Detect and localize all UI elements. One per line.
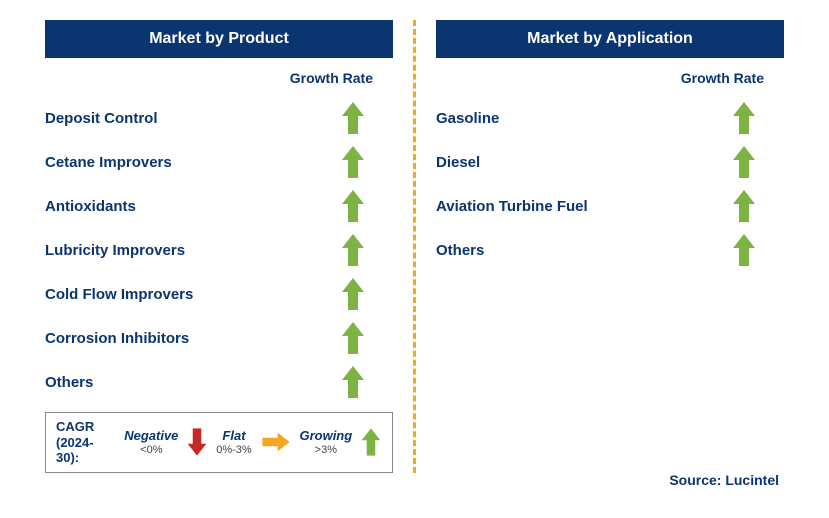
list-item: Antioxidants: [45, 184, 393, 228]
arrow-up-icon: [733, 190, 755, 222]
arrow-up-icon: [342, 322, 364, 354]
item-label: Antioxidants: [45, 198, 313, 215]
legend-flat-label: Flat: [222, 428, 245, 444]
arrow-up-icon: [362, 429, 381, 456]
arrow-up-icon: [733, 102, 755, 134]
arrow-up-icon: [733, 146, 755, 178]
arrow-right-icon: [262, 433, 289, 452]
legend-title-l1: CAGR: [56, 419, 94, 434]
arrow-up-icon: [342, 366, 364, 398]
arrow-up-icon: [342, 278, 364, 310]
growth-indicator: [313, 278, 393, 310]
arrow-down-icon: [188, 429, 207, 456]
left-growth-label: Growth Rate: [45, 70, 393, 86]
legend-title: CAGR (2024-30):: [56, 419, 116, 466]
growth-indicator: [313, 366, 393, 398]
item-label: Cetane Improvers: [45, 154, 313, 171]
arrow-up-icon: [342, 102, 364, 134]
list-item: Others: [436, 228, 784, 272]
growth-indicator: [313, 102, 393, 134]
right-growth-label: Growth Rate: [436, 70, 784, 86]
left-header: Market by Product: [45, 20, 393, 58]
arrow-up-icon: [342, 190, 364, 222]
list-item: Deposit Control: [45, 96, 393, 140]
growth-indicator: [313, 146, 393, 178]
item-label: Deposit Control: [45, 110, 313, 127]
right-items: Gasoline Diesel Aviation Turbine Fuel Other…: [436, 96, 784, 272]
legend-neg-sub: <0%: [140, 444, 162, 457]
growth-indicator: [313, 234, 393, 266]
list-item: Aviation Turbine Fuel: [436, 184, 784, 228]
item-label: Gasoline: [436, 110, 704, 127]
list-item: Others: [45, 360, 393, 404]
column-divider: [413, 20, 416, 473]
list-item: Corrosion Inhibitors: [45, 316, 393, 360]
legend-growing: Growing >3%: [299, 428, 352, 457]
list-item: Gasoline: [436, 96, 784, 140]
item-label: Lubricity Improvers: [45, 242, 313, 259]
left-items: Deposit Control Cetane Improvers Antioxida…: [45, 96, 393, 404]
legend-box: CAGR (2024-30): Negative <0% Flat 0%-3% …: [45, 412, 393, 473]
list-item: Lubricity Improvers: [45, 228, 393, 272]
growth-indicator: [704, 190, 784, 222]
item-label: Cold Flow Improvers: [45, 286, 313, 303]
growth-indicator: [704, 234, 784, 266]
arrow-up-icon: [342, 146, 364, 178]
growth-indicator: [313, 190, 393, 222]
item-label: Others: [45, 374, 313, 391]
item-label: Corrosion Inhibitors: [45, 330, 313, 347]
item-label: Aviation Turbine Fuel: [436, 198, 704, 215]
legend-grow-sub: >3%: [315, 444, 337, 457]
right-header: Market by Application: [436, 20, 784, 58]
growth-indicator: [704, 102, 784, 134]
list-item: Cetane Improvers: [45, 140, 393, 184]
columns-wrap: Market by Product Growth Rate Deposit Co…: [30, 20, 799, 473]
legend-flat-sub: 0%-3%: [216, 444, 251, 457]
source-text: Source: Lucintel: [669, 472, 779, 488]
legend-negative: Negative <0%: [124, 428, 178, 457]
right-column: Market by Application Growth Rate Gasoli…: [421, 20, 799, 473]
left-column: Market by Product Growth Rate Deposit Co…: [30, 20, 408, 473]
legend-neg-label: Negative: [124, 428, 178, 444]
list-item: Diesel: [436, 140, 784, 184]
item-label: Diesel: [436, 154, 704, 171]
item-label: Others: [436, 242, 704, 259]
growth-indicator: [313, 322, 393, 354]
arrow-up-icon: [342, 234, 364, 266]
legend-flat: Flat 0%-3%: [216, 428, 251, 457]
growth-indicator: [704, 146, 784, 178]
arrow-up-icon: [733, 234, 755, 266]
legend-title-l2: (2024-30):: [56, 435, 94, 466]
list-item: Cold Flow Improvers: [45, 272, 393, 316]
legend-grow-label: Growing: [299, 428, 352, 444]
